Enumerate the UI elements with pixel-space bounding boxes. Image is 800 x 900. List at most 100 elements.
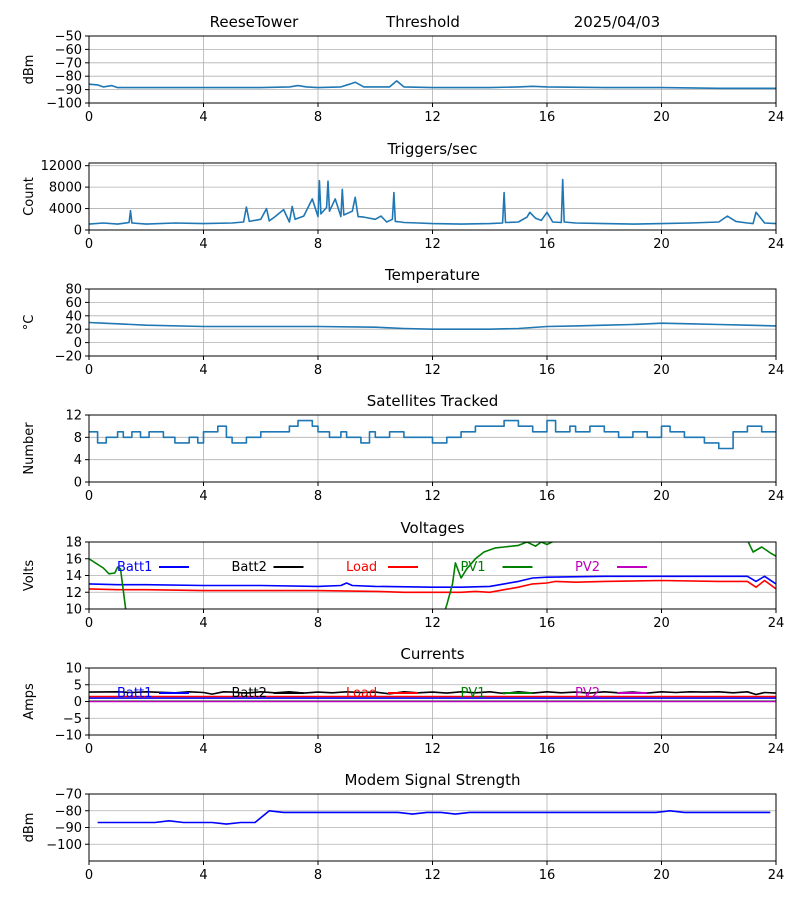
- series-line-pv1: [89, 542, 776, 609]
- x-tick-label: 16: [539, 110, 556, 125]
- x-tick-label: 20: [653, 237, 670, 252]
- x-tick-label: 0: [85, 489, 93, 504]
- x-tick-label: 8: [314, 742, 322, 757]
- x-tick-label: 12: [424, 616, 441, 631]
- x-tick-label: 16: [539, 489, 556, 504]
- x-tick-label: 4: [199, 363, 207, 378]
- panel-title: Modem Signal Strength: [345, 771, 521, 789]
- x-tick-label: 16: [539, 742, 556, 757]
- legend-label-pv2: PV2: [575, 686, 600, 701]
- x-tick-label: 24: [768, 868, 785, 883]
- y-tick-label: −90: [55, 821, 82, 836]
- y-tick-label: −70: [55, 56, 82, 71]
- x-tick-label: 20: [653, 868, 670, 883]
- x-tick-label: 24: [768, 363, 785, 378]
- panel-title: Satellites Tracked: [367, 392, 498, 410]
- y-tick-label: 8000: [49, 181, 82, 196]
- legend-label-batt1: Batt1: [117, 686, 152, 701]
- panel-title: Currents: [400, 645, 464, 663]
- x-tick-label: 12: [424, 868, 441, 883]
- chart-panel-1: 0 4 8 12 16 20 24 −100−90−80−70−60−50 dBm: [22, 30, 784, 126]
- y-tick-label: 0: [74, 336, 82, 351]
- x-tick-label: 24: [768, 616, 785, 631]
- trigger-mode: Threshold: [385, 13, 460, 31]
- y-tick-label: 10: [65, 603, 82, 618]
- series-group: [89, 80, 776, 90]
- panel-title: Triggers/sec: [387, 140, 478, 158]
- y-tick-label: 4: [74, 453, 82, 468]
- y-axis-label: °C: [22, 315, 37, 331]
- recording-date: 2025/04/03: [574, 13, 660, 31]
- y-tick-label: −10: [55, 729, 82, 744]
- x-tick-label: 12: [424, 489, 441, 504]
- y-tick-label: 80: [65, 283, 82, 298]
- legend-label-pv2: PV2: [575, 560, 600, 575]
- x-tick-label: 20: [653, 742, 670, 757]
- y-axis-label: Number: [22, 422, 37, 475]
- x-tick-label: 20: [653, 489, 670, 504]
- x-tick-label: 20: [653, 616, 670, 631]
- legend-label-batt2: Batt2: [232, 686, 267, 701]
- x-tick-label: 12: [424, 237, 441, 252]
- y-tick-label: 0: [74, 476, 82, 491]
- x-tick-label: 24: [768, 110, 785, 125]
- x-tick-label: 0: [85, 110, 93, 125]
- x-tick-label: 8: [314, 110, 322, 125]
- series-line-data: [89, 80, 776, 90]
- legend-label-batt2: Batt2: [232, 560, 267, 575]
- series-line-data: [89, 321, 776, 330]
- x-tick-label: 8: [314, 489, 322, 504]
- legend-label-pv1: PV1: [461, 560, 486, 575]
- legend-label-pv1: PV1: [461, 686, 486, 701]
- chart-panel-7: 0 4 8 12 16 20 24 −100 −90 −80−70 Modem Signal Str…: [22, 771, 784, 883]
- series-line-data: [97, 810, 771, 825]
- legend-label-load: Load: [346, 686, 377, 701]
- x-tick-label: 12: [424, 363, 441, 378]
- x-tick-label: 24: [768, 742, 785, 757]
- y-tick-label: 0: [74, 695, 82, 710]
- x-tick-label: 8: [314, 616, 322, 631]
- x-tick-label: 0: [85, 616, 93, 631]
- x-tick-label: 20: [653, 110, 670, 125]
- x-tick-label: 16: [539, 363, 556, 378]
- y-tick-label: −80: [55, 804, 82, 819]
- x-tick-label: 0: [85, 237, 93, 252]
- y-axis-label: dBm: [22, 813, 37, 843]
- y-tick-label: 40: [65, 309, 82, 324]
- series-line-load: [89, 579, 776, 594]
- y-tick-label: −50: [55, 30, 82, 45]
- y-tick-label: 16: [65, 552, 82, 567]
- panel-title: Temperature: [384, 266, 480, 284]
- y-tick-label: 10: [65, 662, 82, 677]
- y-tick-label: 14: [65, 569, 82, 584]
- y-tick-label: 12: [65, 586, 82, 601]
- y-tick-label: 12: [65, 409, 82, 424]
- legend-label-load: Load: [346, 560, 377, 575]
- y-tick-label: 12000: [41, 159, 82, 174]
- series-group: [97, 810, 771, 825]
- y-tick-label: −80: [55, 70, 82, 85]
- y-tick-label: 60: [65, 296, 82, 311]
- series-group: [89, 542, 776, 609]
- series-group: [89, 691, 776, 703]
- legend-label-batt1: Batt1: [117, 560, 152, 575]
- x-tick-label: 12: [424, 742, 441, 757]
- y-axis-label: Volts: [22, 560, 37, 592]
- x-tick-label: 16: [539, 868, 556, 883]
- x-tick-label: 4: [199, 616, 207, 631]
- y-tick-label: 5: [74, 678, 82, 693]
- x-tick-label: 16: [539, 237, 556, 252]
- y-tick-label: 18: [65, 536, 82, 551]
- x-tick-label: 0: [85, 363, 93, 378]
- x-tick-label: 24: [768, 237, 785, 252]
- y-tick-label: −20: [55, 350, 82, 365]
- x-tick-label: 8: [314, 363, 322, 378]
- y-tick-label: −60: [55, 43, 82, 58]
- chart-panel-2: 0 4 8 12 16 20 24 0 4000 8000 12000 Triggers/sec Cou…: [22, 140, 784, 252]
- series-line-data: [89, 419, 776, 450]
- y-tick-label: −70: [55, 788, 82, 803]
- y-tick-label: −5: [63, 712, 82, 727]
